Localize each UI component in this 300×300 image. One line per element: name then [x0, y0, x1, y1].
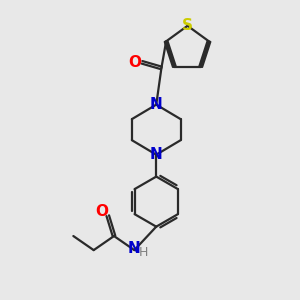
Text: N: N — [150, 147, 163, 162]
Text: S: S — [182, 18, 193, 33]
Text: N: N — [150, 97, 163, 112]
Text: O: O — [129, 55, 142, 70]
Text: N: N — [128, 241, 141, 256]
Text: H: H — [138, 246, 148, 259]
Text: O: O — [96, 204, 109, 219]
